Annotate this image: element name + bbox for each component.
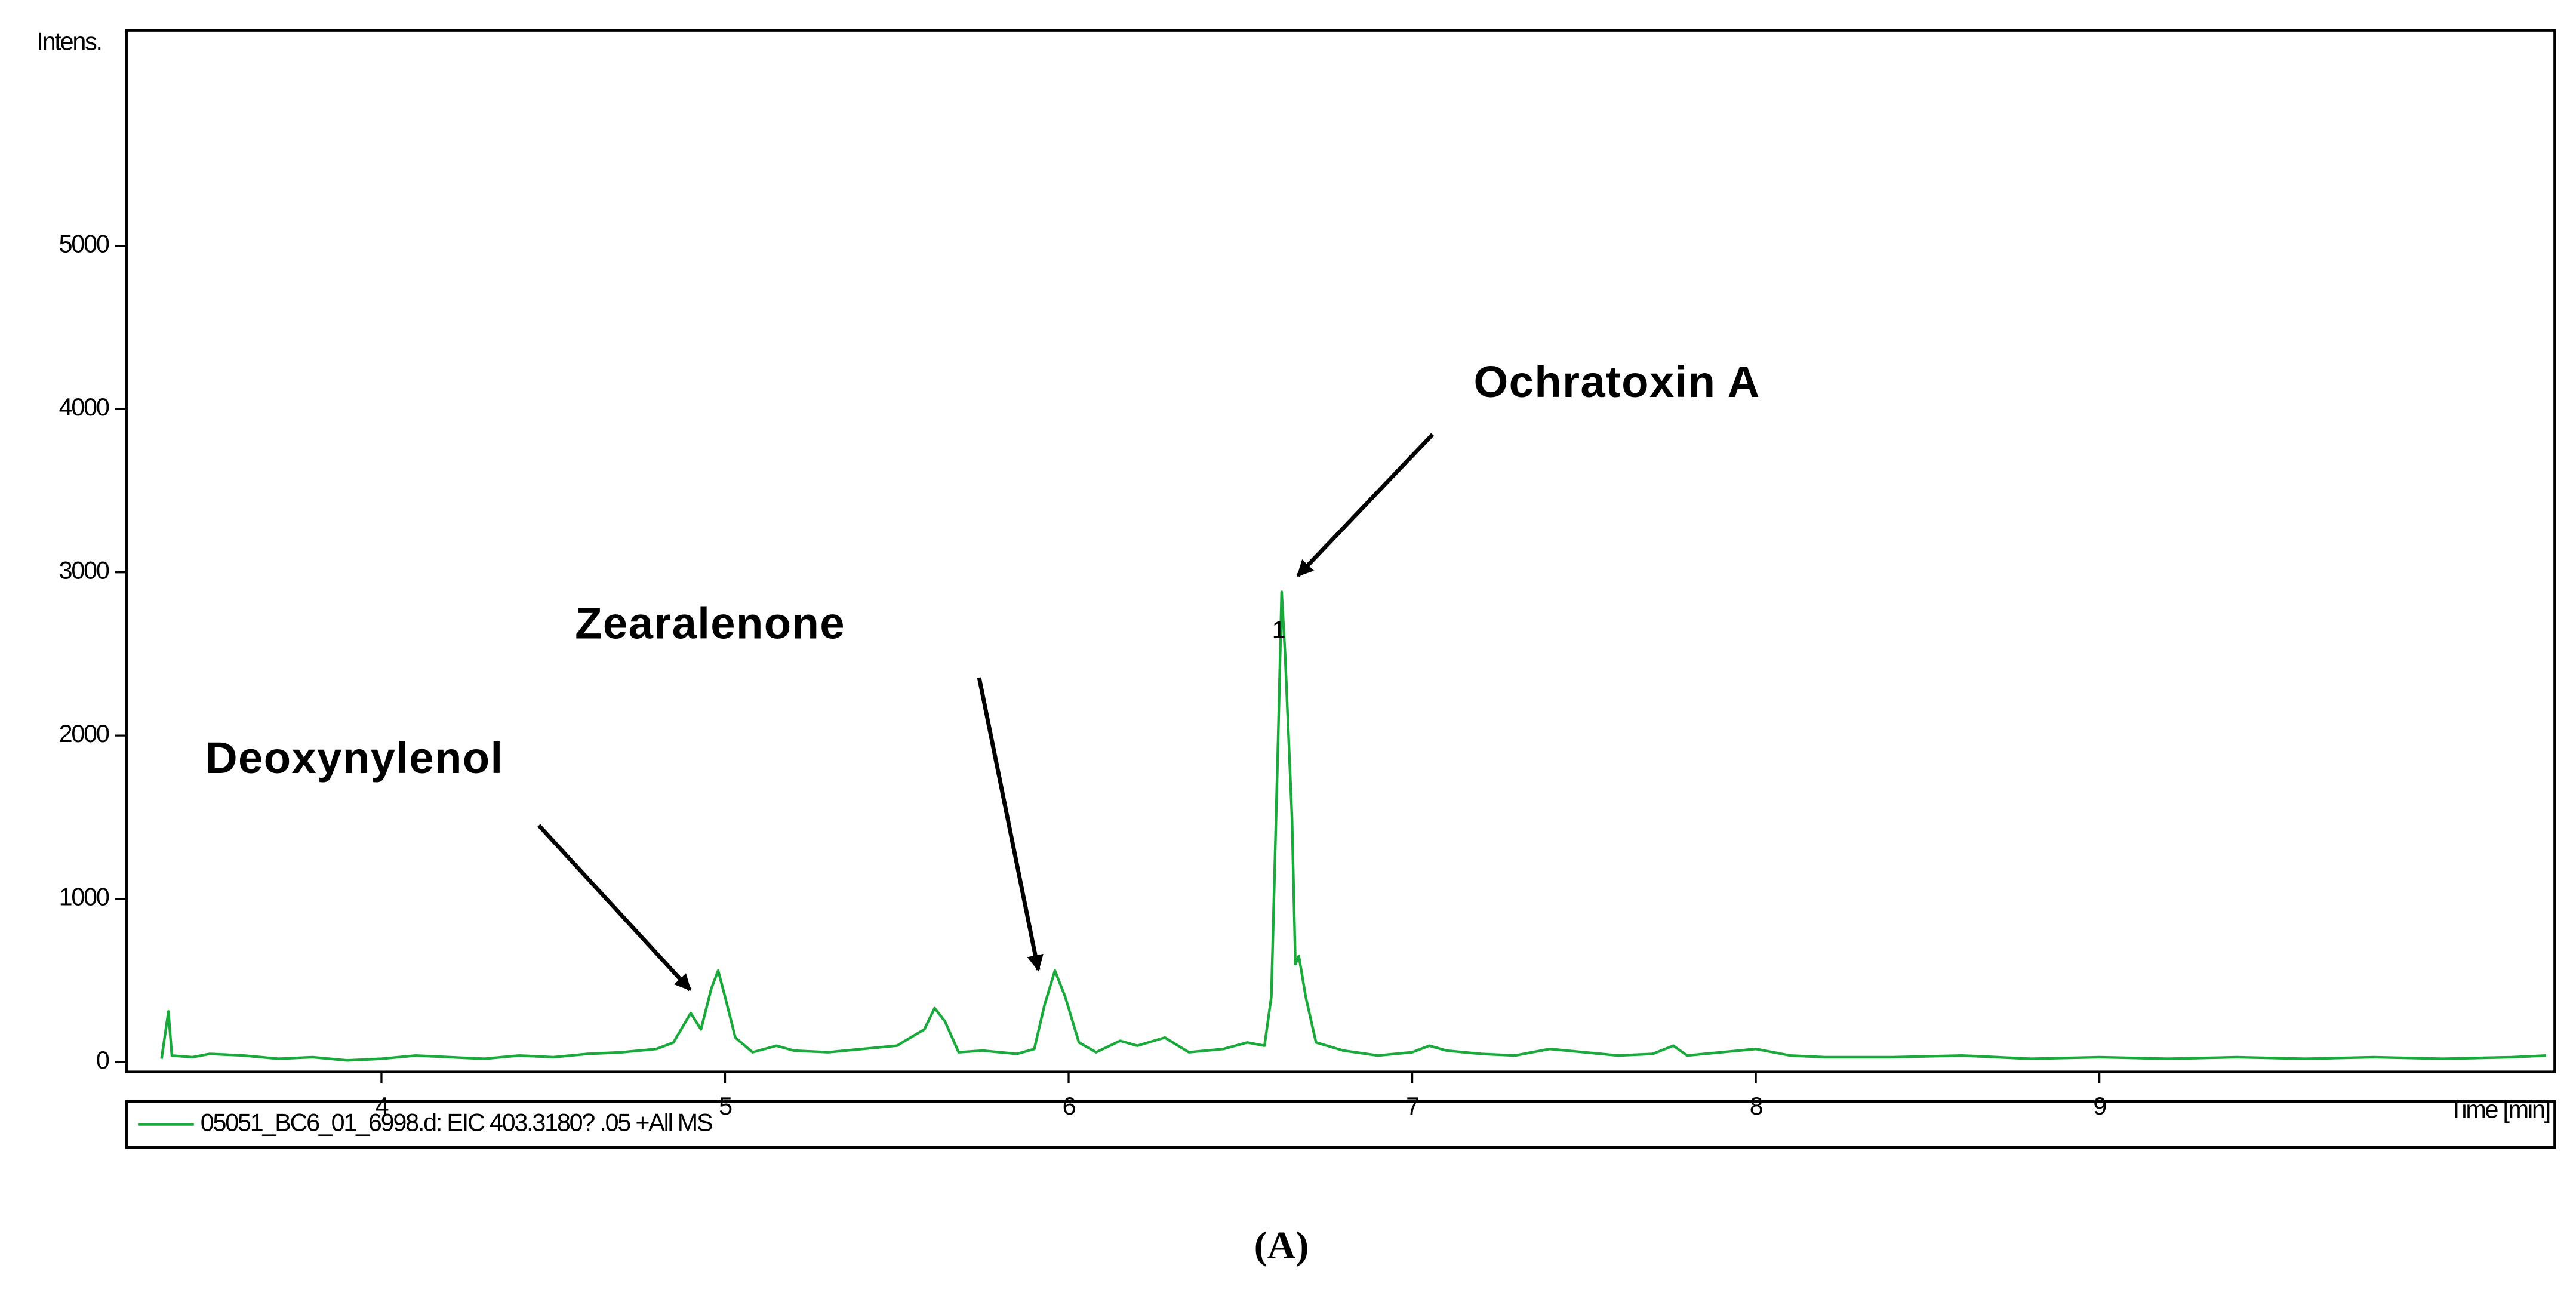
series-line (160, 590, 2546, 1062)
annotation: Deoxynylenol (205, 733, 504, 783)
arrow (977, 677, 1044, 972)
x-tick-label: 5 (719, 1092, 732, 1120)
x-tick-label: 8 (1750, 1092, 1763, 1120)
y-tick-label: 2000 (59, 720, 109, 747)
caption: (A) (1254, 1224, 1309, 1267)
x-tick-label: 7 (1406, 1092, 1418, 1120)
annotation: Ochratoxin A (1473, 357, 1760, 407)
y-tick-label: 3000 (59, 557, 109, 584)
legend-label: 05051_BC6_01_6998.d: EIC 403.3180? .05 +… (201, 1109, 712, 1136)
plot-frame (125, 29, 2556, 1073)
annotation: 1 (1272, 616, 1285, 644)
x-tick-label: 6 (1063, 1092, 1076, 1120)
y-tick-label: 0 (96, 1046, 109, 1074)
x-tick-label: 4 (376, 1092, 389, 1120)
arrow (1296, 433, 1435, 577)
arrow (537, 824, 692, 992)
y-axis-label: Intens. (36, 28, 101, 56)
x-axis-label: Time [min] (2449, 1095, 2550, 1123)
y-tick-label: 1000 (59, 884, 109, 911)
legend-box (125, 1100, 2556, 1149)
annotation: Zearalenone (575, 598, 845, 648)
y-tick-label: 4000 (59, 393, 109, 421)
y-tick-label: 5000 (59, 230, 109, 258)
x-tick-label: 9 (2093, 1092, 2106, 1120)
